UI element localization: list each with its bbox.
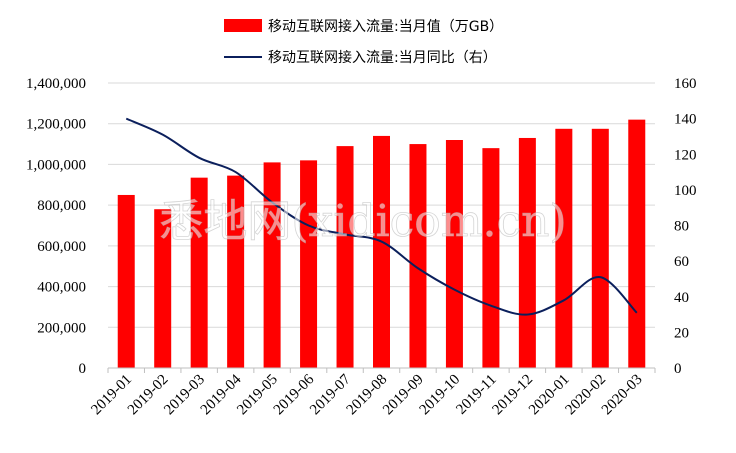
legend-label-line: 移动互联网接入流量:当月同比（右）: [268, 49, 497, 66]
x-axis-tick-label: 2020-03: [599, 372, 646, 419]
legend: 移动互联网接入流量:当月值（万GB） 移动互联网接入流量:当月同比（右）: [224, 18, 503, 66]
legend-label-bar: 移动互联网接入流量:当月值（万GB）: [268, 18, 503, 35]
right-axis-tick-label: 40: [674, 290, 689, 306]
bar: [263, 162, 281, 368]
legend-swatch-bar: [224, 19, 262, 32]
left-axis-tick-label: 1,400,000: [26, 76, 86, 92]
axes: [107, 367, 656, 373]
left-axis-tick-label: 1,200,000: [26, 117, 86, 133]
x-axis-tick-label: 2019-10: [417, 372, 464, 419]
bar: [628, 119, 646, 369]
bar: [409, 144, 427, 368]
bar-series: [117, 119, 646, 369]
bar: [482, 148, 500, 368]
bar: [154, 209, 172, 368]
left-axis-tick-label: 0: [79, 361, 87, 377]
bar: [190, 177, 208, 368]
right-axis-tick-label: 0: [674, 361, 682, 377]
watermark: 悉地网(xidicom.cn): [159, 196, 566, 247]
bar: [300, 160, 318, 368]
left-axis-tick-labels: 0 200,000 400,000 600,000 800,000 1,000,000 1,…: [26, 76, 86, 377]
left-axis-tick-label: 400,000: [37, 280, 86, 296]
yoy-line: [125, 117, 638, 316]
bar: [373, 135, 390, 368]
bar: [518, 137, 536, 368]
right-axis-tick-label: 160: [674, 76, 697, 92]
bar: [591, 128, 609, 368]
line-series: [125, 117, 638, 316]
right-axis-tick-label: 60: [674, 254, 689, 270]
left-axis-tick-label: 800,000: [37, 198, 86, 214]
left-axis-tick-label: 1,000,000: [26, 157, 86, 173]
right-axis-tick-label: 140: [674, 112, 697, 128]
right-axis-tick-label: 20: [674, 325, 689, 341]
left-axis-tick-label: 200,000: [37, 320, 86, 336]
right-axis-tick-labels: 0 20 40 60 80 100 120 140 160: [674, 76, 697, 377]
bar: [445, 140, 463, 368]
bar: [227, 175, 245, 368]
right-axis-tick-label: 80: [674, 219, 689, 235]
bar: [117, 194, 135, 368]
bar: [555, 128, 573, 368]
left-axis-tick-label: 600,000: [37, 239, 86, 255]
bar: [336, 146, 354, 368]
right-axis-tick-label: 100: [674, 183, 697, 199]
x-axis-tick-labels: 2019-012019-022019-032019-042019-052019-…: [88, 371, 645, 418]
right-axis-tick-label: 120: [674, 147, 697, 163]
